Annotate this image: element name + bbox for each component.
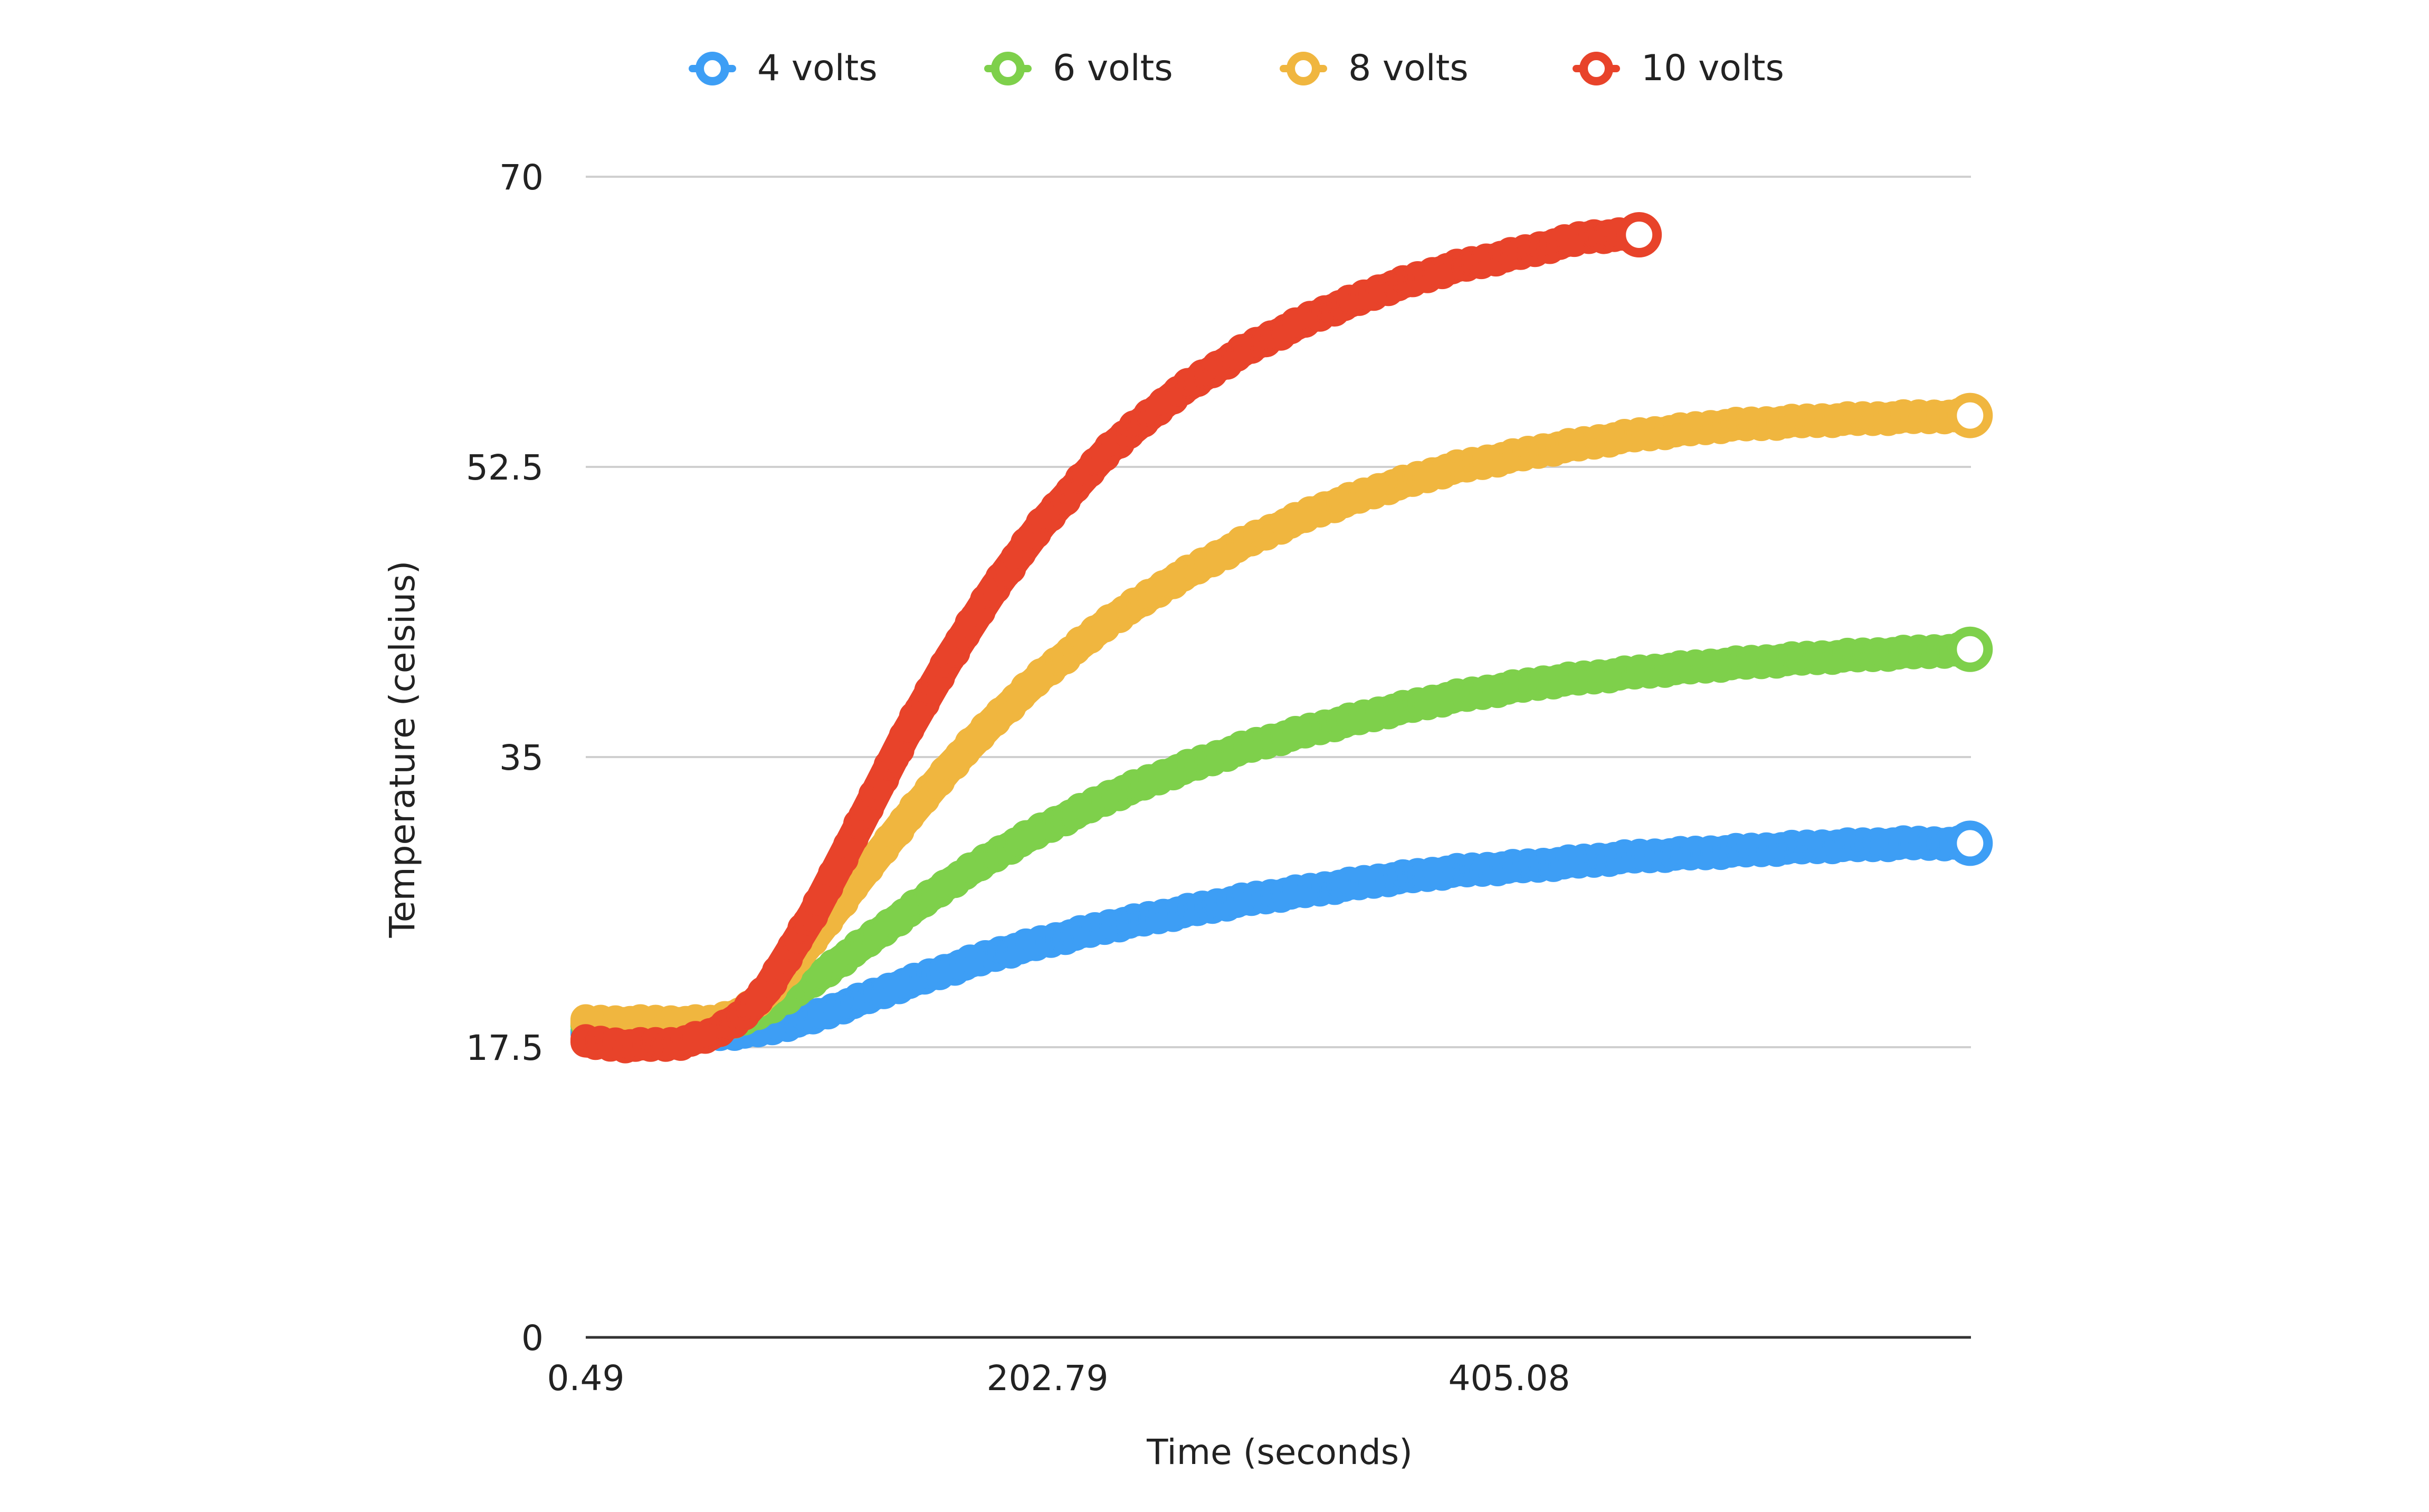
x-tick-label: 202.79 xyxy=(987,1358,1109,1399)
series-3 xyxy=(570,212,1662,1064)
y-tick-label: 35 xyxy=(499,738,544,778)
legend-marker xyxy=(1287,52,1320,85)
legend-label: 10 volts xyxy=(1641,47,1784,89)
legend: 4 volts 6 volts 8 volts 10 volts xyxy=(689,47,1784,89)
x-tick-label: 0.49 xyxy=(547,1358,625,1399)
legend-label: 6 volts xyxy=(1053,47,1173,89)
y-tick-labels: 0 17.5 35 52.5 70 xyxy=(466,157,544,1358)
legend-label: 8 volts xyxy=(1348,47,1469,89)
legend-item: 8 volts xyxy=(1280,47,1469,89)
gridlines xyxy=(586,176,1971,1339)
legend-label: 4 volts xyxy=(757,47,878,89)
data-point xyxy=(1616,212,1662,257)
y-tick-label: 17.5 xyxy=(466,1028,544,1068)
data-point xyxy=(1947,820,1993,866)
legend-item: 4 volts xyxy=(689,47,878,89)
legend-marker xyxy=(696,52,729,85)
x-tick-label: 405.08 xyxy=(1449,1358,1570,1399)
x-axis-title: Time (seconds) xyxy=(1146,1432,1413,1472)
data-point xyxy=(1947,393,1993,438)
x-tick-labels: 0.49 202.79 405.08 xyxy=(547,1358,1570,1399)
legend-marker xyxy=(1579,52,1613,85)
y-tick-label: 52.5 xyxy=(466,447,544,488)
series-layer xyxy=(570,212,1993,1064)
y-axis-title: Temperature (celsius) xyxy=(382,561,423,939)
legend-marker xyxy=(991,52,1025,85)
data-point xyxy=(1947,626,1993,672)
series-1 xyxy=(570,626,1993,1044)
y-tick-label: 0 xyxy=(521,1318,544,1358)
legend-item: 6 volts xyxy=(984,47,1173,89)
legend-item: 10 volts xyxy=(1573,47,1784,89)
y-tick-label: 70 xyxy=(499,157,544,198)
